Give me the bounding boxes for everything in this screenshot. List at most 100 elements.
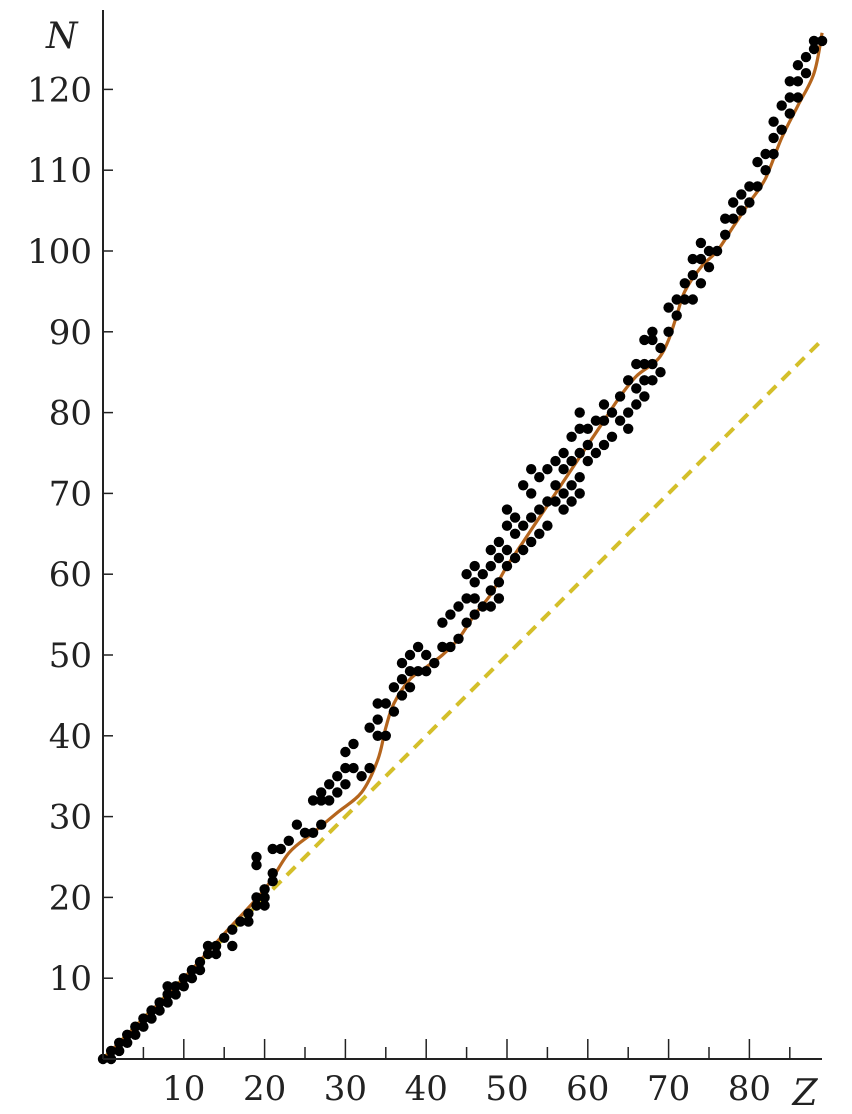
data-point [703, 262, 715, 273]
data-point [485, 560, 496, 572]
data-point [404, 666, 416, 677]
data-point [477, 569, 488, 580]
data-point [259, 884, 270, 895]
data-point [526, 536, 537, 548]
y-tick-label: 30 [49, 798, 92, 838]
data-point [477, 601, 488, 612]
data-point [598, 415, 610, 426]
data-point [259, 892, 270, 903]
data-point [768, 148, 779, 160]
data-point [396, 657, 408, 669]
data-point [267, 868, 278, 879]
data-point [728, 213, 739, 224]
data-point [396, 690, 408, 701]
data-point [639, 375, 650, 386]
data-point [291, 819, 303, 830]
data-point [178, 981, 189, 992]
tick-labels: 10 20 30 40 50 60 70 80 10 20 30 40 50 60 70 80 90 100 110… [27, 70, 771, 1109]
data-point [453, 601, 464, 612]
data-point [275, 843, 286, 855]
data-point [792, 92, 804, 103]
data-point [493, 536, 505, 548]
data-point [307, 827, 319, 838]
data-point [372, 730, 383, 741]
data-point [251, 900, 262, 911]
data-point [720, 229, 731, 240]
data-point [372, 698, 383, 709]
data-point [687, 270, 698, 281]
data-point [170, 981, 181, 992]
data-point [210, 940, 222, 952]
data-point [534, 472, 545, 483]
data-point [655, 367, 666, 378]
data-point [509, 552, 521, 564]
data-point [671, 310, 682, 321]
data-point [316, 795, 327, 806]
x-tick-label: 10 [162, 1069, 205, 1109]
data-point [566, 431, 577, 442]
data-point [437, 641, 448, 653]
data-points-layer [97, 35, 828, 1065]
data-point [202, 948, 214, 960]
data-point [752, 156, 763, 168]
data-point [606, 407, 618, 418]
data-point [283, 835, 294, 846]
data-point [509, 512, 521, 523]
data-point [324, 795, 335, 806]
data-point [194, 964, 206, 976]
x-axis-title: Z [791, 1073, 818, 1114]
y-tick-label: 90 [49, 313, 92, 353]
data-point [647, 375, 658, 386]
data-point [453, 633, 464, 644]
data-point [655, 342, 666, 354]
data-point [623, 375, 634, 386]
data-point [550, 480, 561, 491]
data-point [574, 407, 585, 418]
data-point [114, 1045, 125, 1057]
data-point [663, 326, 674, 337]
data-point [501, 520, 513, 531]
data-point [647, 326, 658, 337]
data-point [760, 148, 771, 160]
data-point [114, 1037, 125, 1049]
data-point [178, 973, 189, 984]
data-point [550, 455, 561, 467]
x-tick-label: 50 [485, 1069, 528, 1109]
data-point [574, 423, 585, 434]
data-point [558, 488, 569, 499]
data-point [784, 76, 795, 87]
data-point [606, 431, 618, 442]
data-point [340, 779, 351, 790]
data-point [534, 528, 545, 539]
data-point [623, 407, 634, 418]
y-tick-label: 20 [49, 878, 92, 918]
data-point [138, 1013, 149, 1024]
data-point [186, 973, 198, 984]
data-point [154, 997, 165, 1008]
data-point [728, 197, 739, 208]
data-point [356, 771, 367, 782]
data-point [542, 464, 553, 475]
data-point [267, 843, 278, 855]
data-point [388, 706, 400, 717]
data-point [574, 472, 585, 483]
data-point [534, 504, 545, 515]
data-point [695, 278, 707, 289]
y-tick-label: 40 [49, 717, 92, 757]
data-point [461, 617, 472, 628]
data-point [348, 738, 359, 750]
data-point [808, 43, 820, 55]
data-point [324, 779, 335, 790]
data-point [404, 682, 416, 693]
data-point [550, 496, 561, 507]
data-point [485, 601, 496, 612]
data-point [251, 892, 262, 903]
data-point [251, 851, 262, 863]
data-point [816, 35, 828, 47]
data-point [251, 859, 262, 871]
data-point [469, 593, 480, 604]
data-point [162, 997, 173, 1008]
axes [102, 10, 822, 1060]
data-point [526, 488, 537, 499]
data-point [461, 569, 472, 580]
